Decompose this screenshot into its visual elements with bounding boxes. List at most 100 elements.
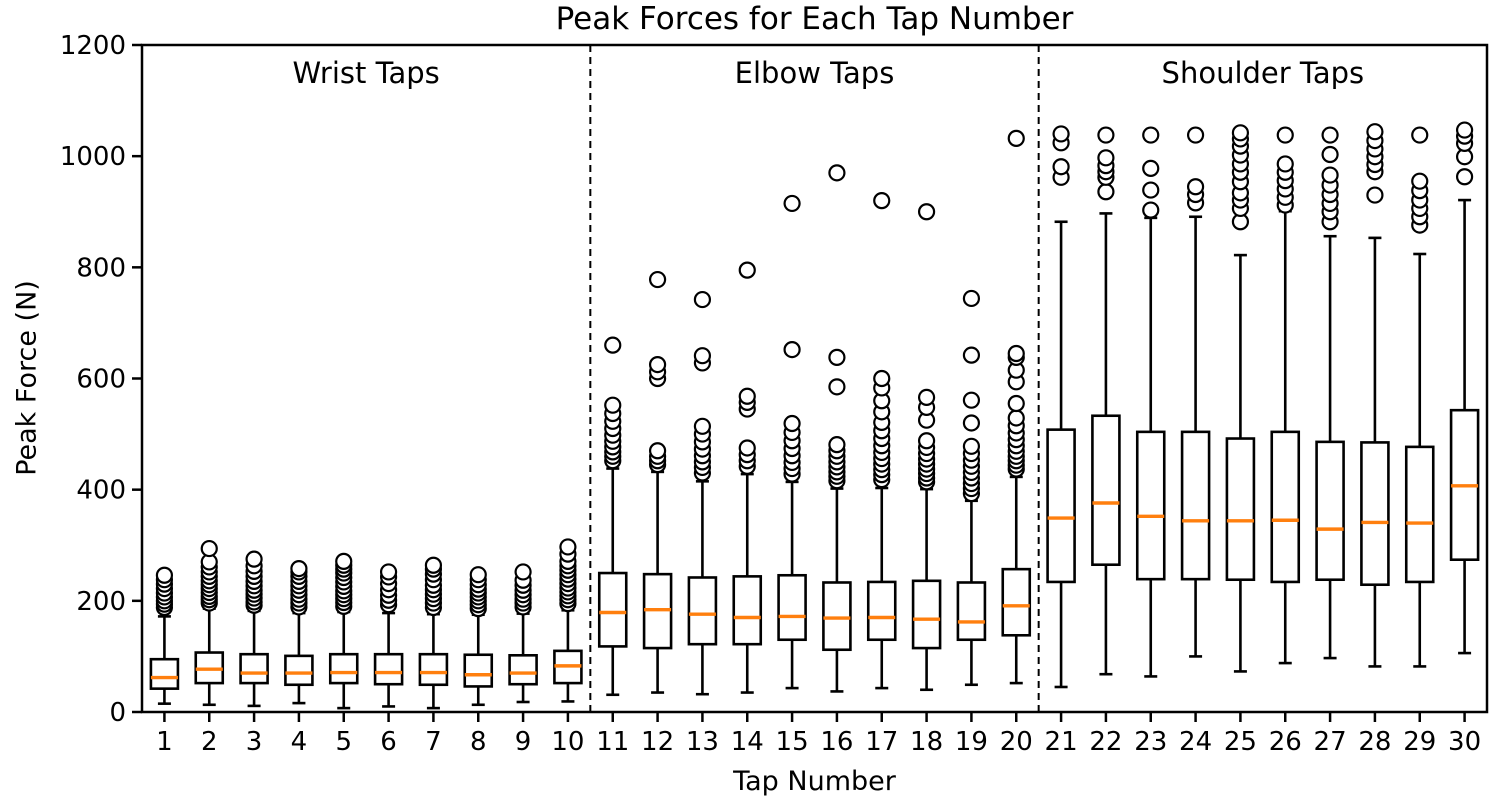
outlier-point [917,388,936,406]
boxplot-tap-11 [597,336,628,697]
boxplot-tap-30 [1449,121,1480,655]
outlier-point [1142,181,1160,199]
outlier-point [648,356,667,374]
iqr-box [597,571,628,648]
boxplot-tap-1 [149,566,180,705]
iqr-box [777,573,807,642]
iqr-box [239,652,269,685]
iqr-box [373,652,404,686]
x-tick-label: 27 [1314,727,1347,757]
outlier-point [693,347,712,365]
x-tick-label: 23 [1134,727,1167,757]
x-tick-label: 22 [1089,727,1122,757]
outlier-point [828,348,846,366]
outlier-point [917,203,936,221]
outlier-point [1321,145,1339,164]
outlier-point [1007,394,1025,413]
x-tick-label: 14 [731,727,764,757]
boxplot-tap-6 [373,563,404,708]
outlier-point [828,378,846,396]
outlier-point [962,346,981,364]
outlier-point [1097,149,1115,167]
outlier-point [1321,166,1339,184]
outlier-point [559,538,577,556]
boxplot-tap-8 [463,566,494,707]
boxplot-tap-7 [418,556,449,710]
iqr-box [1091,414,1121,567]
outlier-point [1052,158,1070,176]
x-tick-label: 10 [551,727,584,757]
x-tick-label: 15 [776,727,809,757]
outlier-point [648,442,667,460]
outlier-point [1366,123,1384,141]
section-label: Shoulder Taps [1162,56,1365,90]
outlier-point [1321,126,1339,144]
outlier-point [962,437,981,455]
iqr-box [1270,430,1301,584]
x-tick-label: 7 [425,727,442,757]
outlier-point [469,566,487,584]
outlier-point [1007,409,1025,427]
outlier-point [245,550,263,568]
iqr-box [911,579,942,650]
x-tick-label: 3 [246,727,263,757]
outlier-point [1007,129,1025,147]
outlier-point [514,563,532,581]
outlier-point [200,539,218,558]
outlier-point [1142,126,1160,144]
outlier-point [1411,172,1429,190]
iqr-box [284,654,314,687]
x-tick-label: 16 [820,727,853,757]
outlier-point [693,417,712,435]
x-tick-label: 26 [1269,727,1302,757]
boxplot-tap-5 [328,552,359,710]
x-tick-label: 17 [865,727,898,757]
x-tick-label: 20 [1000,727,1033,757]
boxplot-tap-29 [1404,126,1435,668]
boxplot-tap-24 [1180,126,1211,658]
outlier-point [828,164,846,182]
x-tick-label: 21 [1045,727,1078,757]
outlier-point [783,194,801,213]
x-tick-label: 5 [335,727,352,757]
boxplot-tap-4 [284,559,314,705]
y-axis-label: Peak Force (N) [11,280,43,476]
iqr-box [508,654,538,686]
outlier-point [873,369,891,388]
outlier-point [783,340,801,359]
y-tick-label: 0 [109,698,126,728]
iqr-box [1180,430,1211,581]
outlier-point [335,552,353,570]
boxplot-tap-25 [1225,124,1256,673]
iqr-box [328,652,359,685]
boxplot-tap-28 [1360,123,1390,668]
boxplot-tap-26 [1270,126,1301,665]
outlier-point [962,414,981,432]
boxplot-tap-19 [956,289,987,687]
outlier-point [873,192,891,210]
outlier-point [738,387,756,405]
boxplot-tap-12 [642,270,673,694]
outlier-point [1455,168,1474,186]
iqr-box [822,581,852,652]
outlier-point [783,414,801,433]
x-axis-label: Tap Number [733,766,896,797]
outlier-point [1276,126,1294,144]
x-tick-label: 1 [156,727,173,757]
iqr-box [956,581,987,642]
outlier-point [1186,126,1205,144]
y-tick-label: 1000 [60,142,126,172]
section-label: Elbow Taps [735,56,895,90]
outlier-point [1007,344,1025,363]
outlier-point [379,563,398,581]
outlier-point [648,270,667,289]
outlier-point [1366,186,1384,204]
boxplot-tap-2 [194,539,225,707]
boxplot-tap-27 [1315,126,1345,660]
outlier-point [738,261,756,279]
y-tick-label: 1200 [60,31,126,61]
section-label: Wrist Taps [293,56,440,90]
x-tick-label: 24 [1179,727,1212,757]
iqr-box [1315,440,1345,582]
